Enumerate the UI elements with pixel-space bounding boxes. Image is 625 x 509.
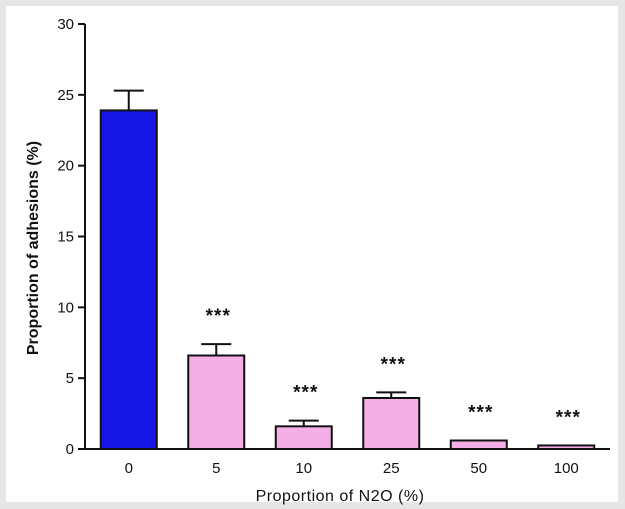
x-tick-label: 100 bbox=[554, 460, 579, 477]
significance-label: *** bbox=[206, 306, 231, 327]
y-axis: 0 5 10 15 20 25 30 bbox=[57, 16, 86, 458]
y-tick-label: 10 bbox=[57, 299, 74, 316]
x-tick-label: 10 bbox=[295, 460, 312, 477]
bar-100 bbox=[537, 444, 596, 451]
significance-label: *** bbox=[293, 383, 318, 404]
significance-label: *** bbox=[468, 403, 493, 424]
x-tick-label: 5 bbox=[212, 460, 220, 477]
y-tick-label: 0 bbox=[66, 441, 74, 458]
bar-50 bbox=[449, 439, 508, 450]
bar-0 bbox=[99, 109, 158, 451]
y-tick-label: 5 bbox=[66, 370, 74, 387]
x-axis: 0 5 10 25 50 100 bbox=[85, 448, 610, 477]
y-tick-label: 20 bbox=[57, 158, 74, 175]
bar-25 bbox=[362, 397, 421, 450]
y-axis-title: Proportion of adhesions (%) bbox=[25, 141, 42, 355]
x-tick-label: 0 bbox=[125, 460, 133, 477]
y-tick-label: 25 bbox=[57, 87, 74, 104]
significance-label: *** bbox=[556, 407, 581, 428]
bars: *** *** *** *** *** bbox=[99, 89, 596, 451]
x-tick-label: 50 bbox=[470, 460, 487, 477]
y-tick-label: 15 bbox=[57, 229, 74, 246]
x-tick-label: 25 bbox=[383, 460, 400, 477]
bar-10 bbox=[274, 425, 333, 451]
x-axis-title: Proportion of N2O (%) bbox=[256, 488, 425, 505]
bar-5 bbox=[187, 354, 246, 450]
significance-label: *** bbox=[381, 354, 406, 375]
y-tick-label: 30 bbox=[57, 16, 74, 33]
